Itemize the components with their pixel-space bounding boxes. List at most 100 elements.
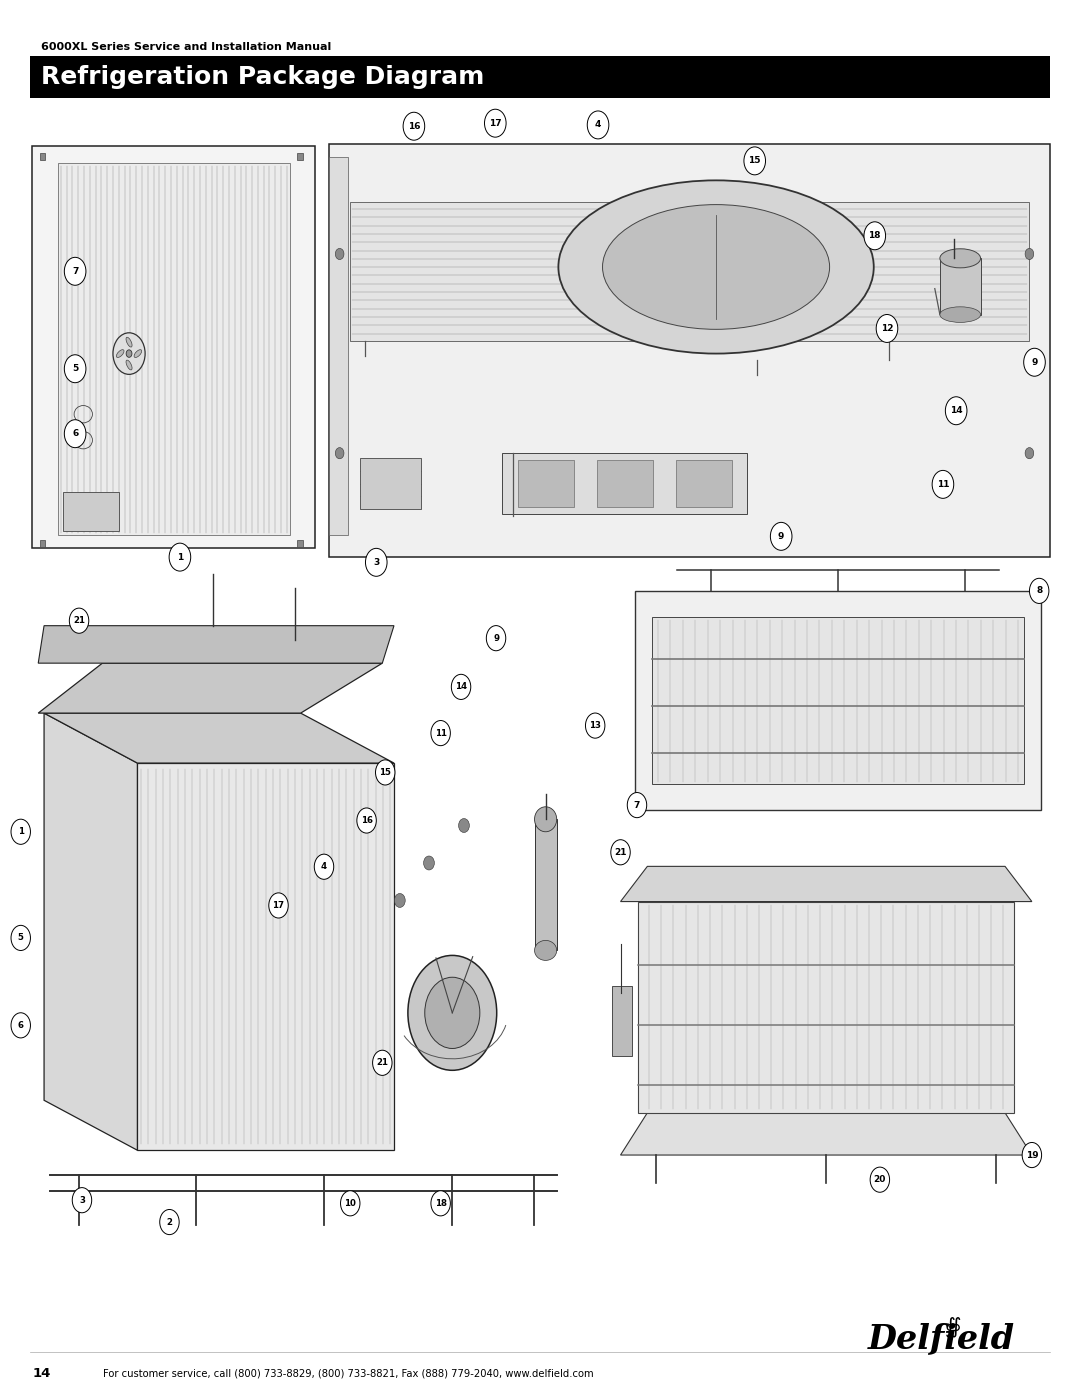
Bar xyxy=(30,56,1050,98)
Circle shape xyxy=(431,1190,450,1215)
Text: 21: 21 xyxy=(73,616,85,626)
Circle shape xyxy=(1024,348,1045,376)
Circle shape xyxy=(486,626,505,651)
Text: 6: 6 xyxy=(72,429,78,439)
Text: 6: 6 xyxy=(17,1021,24,1030)
Ellipse shape xyxy=(126,337,132,346)
Circle shape xyxy=(876,314,897,342)
Text: 4: 4 xyxy=(595,120,602,130)
Circle shape xyxy=(770,522,792,550)
Circle shape xyxy=(126,349,132,358)
Bar xyxy=(297,539,302,546)
Text: For customer service, call (800) 733-8829, (800) 733-8821, Fax (888) 779-2040, w: For customer service, call (800) 733-882… xyxy=(103,1368,593,1379)
Text: 11: 11 xyxy=(434,729,447,738)
Bar xyxy=(329,144,1050,557)
Circle shape xyxy=(588,110,609,138)
Circle shape xyxy=(1022,1143,1041,1168)
Polygon shape xyxy=(38,626,394,664)
Text: 14: 14 xyxy=(455,682,468,692)
Circle shape xyxy=(932,471,954,499)
Circle shape xyxy=(408,956,497,1070)
Polygon shape xyxy=(137,763,394,1150)
Polygon shape xyxy=(621,866,1031,901)
Text: 16: 16 xyxy=(407,122,420,131)
Circle shape xyxy=(269,893,288,918)
Bar xyxy=(597,460,653,507)
Polygon shape xyxy=(638,901,1014,1113)
Bar xyxy=(940,258,981,314)
Polygon shape xyxy=(635,591,1041,810)
Text: 5: 5 xyxy=(72,365,78,373)
Bar xyxy=(535,819,556,950)
Circle shape xyxy=(373,1051,392,1076)
Circle shape xyxy=(69,608,89,633)
Text: 13: 13 xyxy=(590,721,602,731)
Text: 1: 1 xyxy=(17,827,24,837)
Text: 18: 18 xyxy=(434,1199,447,1208)
Circle shape xyxy=(451,675,471,700)
Circle shape xyxy=(611,840,631,865)
Circle shape xyxy=(864,222,886,250)
Ellipse shape xyxy=(940,249,981,268)
Circle shape xyxy=(376,760,395,785)
Bar xyxy=(502,453,746,514)
Polygon shape xyxy=(44,712,137,1150)
Bar xyxy=(360,458,421,510)
Circle shape xyxy=(744,147,766,175)
Text: Delfield: Delfield xyxy=(868,1322,1015,1355)
Circle shape xyxy=(870,1166,890,1192)
Circle shape xyxy=(394,894,405,908)
Circle shape xyxy=(340,1190,360,1215)
Text: 17: 17 xyxy=(272,901,284,909)
Text: 14: 14 xyxy=(32,1366,51,1380)
Circle shape xyxy=(11,819,30,844)
Text: 3: 3 xyxy=(374,557,379,567)
Circle shape xyxy=(423,856,434,870)
Ellipse shape xyxy=(535,940,556,960)
Text: 7: 7 xyxy=(634,800,640,810)
Text: 9: 9 xyxy=(1031,358,1038,367)
Circle shape xyxy=(424,978,480,1049)
Ellipse shape xyxy=(558,180,874,353)
Circle shape xyxy=(431,721,450,746)
Bar xyxy=(350,203,1029,341)
Circle shape xyxy=(335,249,343,260)
Ellipse shape xyxy=(126,360,132,370)
Circle shape xyxy=(65,419,86,447)
Circle shape xyxy=(335,447,343,458)
Bar xyxy=(611,986,632,1056)
Circle shape xyxy=(170,543,191,571)
Circle shape xyxy=(1025,447,1034,458)
Bar xyxy=(297,154,302,161)
Circle shape xyxy=(65,257,86,285)
Ellipse shape xyxy=(134,349,141,358)
Text: Refrigeration Package Diagram: Refrigeration Package Diagram xyxy=(41,64,485,89)
Circle shape xyxy=(945,397,967,425)
Text: ∯: ∯ xyxy=(945,1317,961,1337)
Circle shape xyxy=(627,792,647,817)
Text: 12: 12 xyxy=(880,324,893,332)
Text: 7: 7 xyxy=(72,267,79,275)
Bar xyxy=(676,460,732,507)
Polygon shape xyxy=(44,712,394,763)
Text: 18: 18 xyxy=(868,232,881,240)
Text: 21: 21 xyxy=(615,848,626,856)
Bar xyxy=(58,163,289,535)
Ellipse shape xyxy=(940,307,981,323)
Text: 6000XL Series Service and Installation Manual: 6000XL Series Service and Installation M… xyxy=(41,42,332,52)
Bar xyxy=(32,145,315,549)
Circle shape xyxy=(113,332,145,374)
Ellipse shape xyxy=(117,349,124,358)
Text: 16: 16 xyxy=(361,816,373,826)
Text: 17: 17 xyxy=(489,119,501,127)
Circle shape xyxy=(160,1210,179,1235)
Circle shape xyxy=(11,1013,30,1038)
Circle shape xyxy=(1029,578,1049,604)
Text: 1: 1 xyxy=(177,553,183,562)
Circle shape xyxy=(11,925,30,950)
Text: 14: 14 xyxy=(949,407,962,415)
Text: 20: 20 xyxy=(874,1175,886,1185)
Bar xyxy=(329,156,348,535)
Bar xyxy=(517,460,573,507)
Text: 9: 9 xyxy=(494,634,499,643)
